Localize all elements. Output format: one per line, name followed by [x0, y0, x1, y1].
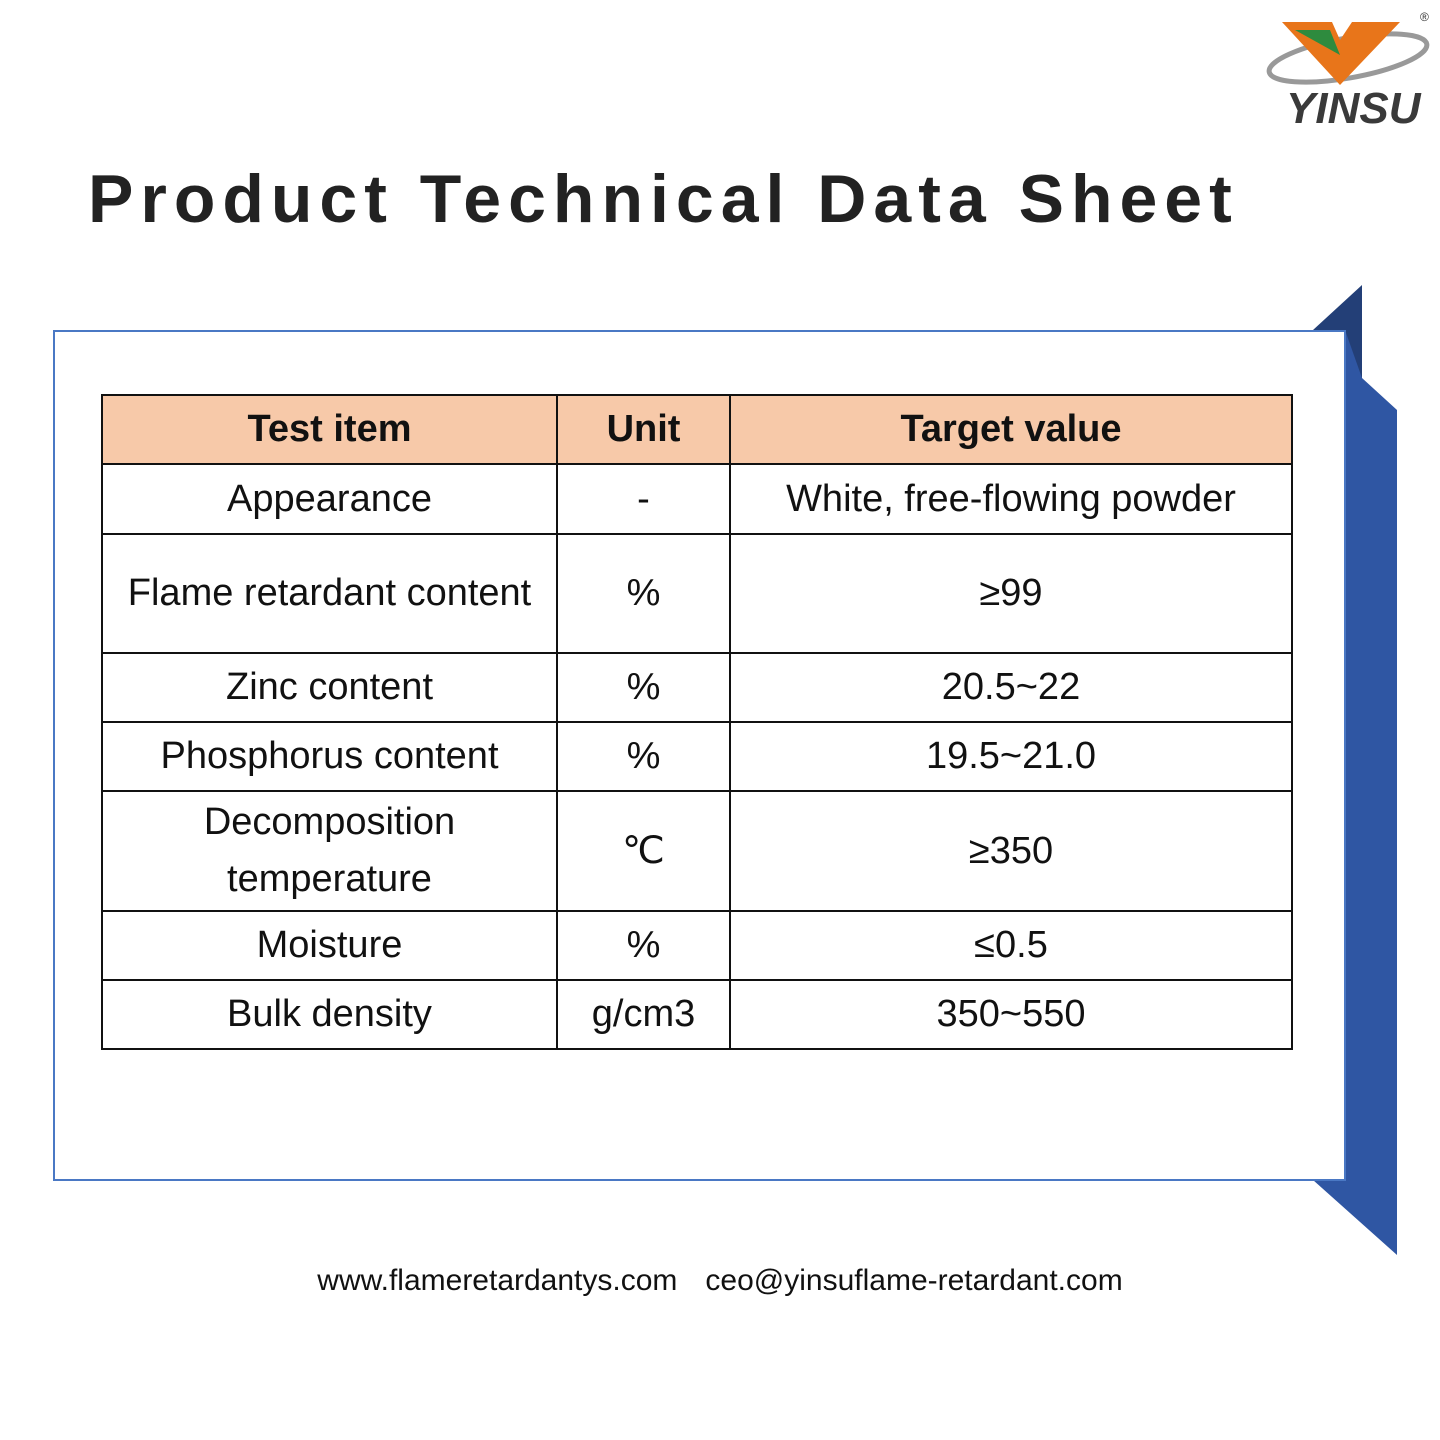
row-cell: Phosphorus content: [101, 721, 558, 792]
row: Decomposition temperature ℃ ≥350: [101, 790, 1293, 912]
row-cell: 20.5~22: [729, 652, 1293, 723]
logo-name: YINSU: [1286, 84, 1421, 133]
data-table: Test item Unit Target value Appearance - Whit…: [101, 394, 1293, 1050]
row: Phosphorus content% 19.5~21.0: [101, 721, 1293, 792]
row-cell: 350~550: [729, 979, 1293, 1050]
title: Product Technical Data Sheet: [88, 161, 1239, 237]
row-cell: Appearance: [101, 463, 558, 535]
row-cell: %: [556, 652, 731, 723]
head-cell: Unit: [556, 394, 731, 465]
footer: www.flameretardantys.com ceo@yinsuflame-r…: [0, 1264, 1440, 1298]
head-cell: Test item: [101, 394, 558, 465]
head: Test item Unit Target value: [101, 394, 1293, 465]
row: Bulk density g/cm3 350~550: [101, 979, 1293, 1050]
row-cell: g/cm3: [556, 979, 731, 1050]
row-cell: ≥350: [729, 790, 1293, 912]
row-cell: %: [556, 910, 731, 981]
row: Zinc content% 20.5~22: [101, 652, 1293, 723]
row-cell: Decomposition temperature: [101, 790, 558, 912]
logo-mark: ®: [1420, 10, 1429, 24]
row-cell: ≥99: [729, 533, 1293, 654]
row-cell: Flame retardant content: [101, 533, 558, 654]
row-cell: ≤0.5: [729, 910, 1293, 981]
row: Flame retardant content% ≥99: [101, 533, 1293, 654]
logo-green: [1295, 30, 1340, 55]
row: Moisture% ≤0.5: [101, 910, 1293, 981]
row-cell: ℃: [556, 790, 731, 912]
row-cell: Zinc content: [101, 652, 558, 723]
row-cell: %: [556, 533, 731, 654]
head-cell: Target value: [729, 394, 1293, 465]
row-cell: -: [556, 463, 731, 535]
row-cell: %: [556, 721, 731, 792]
row-cell: White, free-flowing powder: [729, 463, 1293, 535]
row: Appearance - White, free-flowing powder: [101, 463, 1293, 535]
row-cell: 19.5~21.0: [729, 721, 1293, 792]
email: ceo@yinsuflame-retardant.com: [705, 1264, 1123, 1297]
blue-panel: [1313, 330, 1397, 1255]
row-cell: Moisture: [101, 910, 558, 981]
website: www.flameretardantys.com: [317, 1264, 678, 1297]
row-cell: Bulk density: [101, 979, 558, 1050]
